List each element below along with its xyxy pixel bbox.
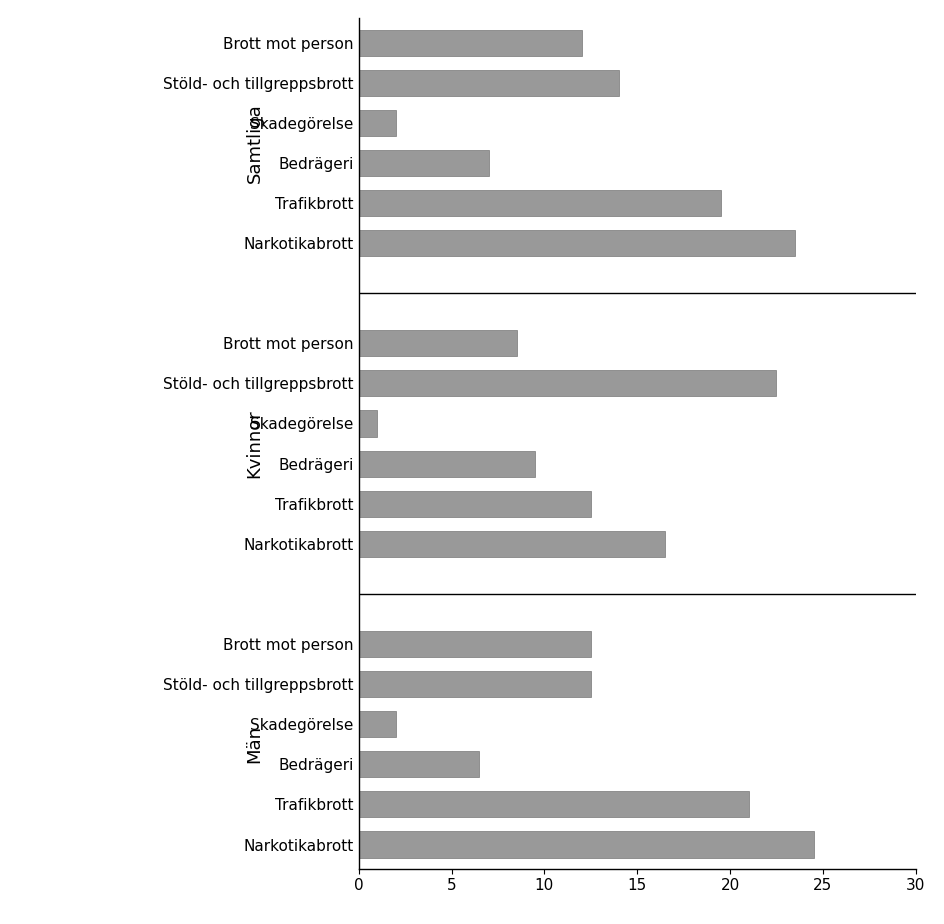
Text: Män: Män [245, 725, 263, 763]
Bar [359, 230, 795, 256]
Bar [359, 330, 516, 357]
Bar [359, 110, 396, 136]
Text: Samtliga: Samtliga [245, 103, 263, 183]
Bar [359, 711, 396, 737]
Bar [359, 671, 591, 697]
Bar [359, 791, 749, 818]
Bar [359, 451, 535, 477]
Text: Kvinnor: Kvinnor [245, 409, 263, 478]
Bar [359, 491, 591, 517]
Bar [359, 150, 489, 176]
Bar [359, 832, 814, 857]
Bar [359, 190, 721, 216]
Bar [359, 751, 480, 777]
Bar [359, 530, 665, 557]
Bar [359, 410, 378, 436]
Bar [359, 631, 591, 657]
Bar [359, 69, 618, 96]
Bar [359, 30, 582, 55]
Bar [359, 371, 776, 396]
